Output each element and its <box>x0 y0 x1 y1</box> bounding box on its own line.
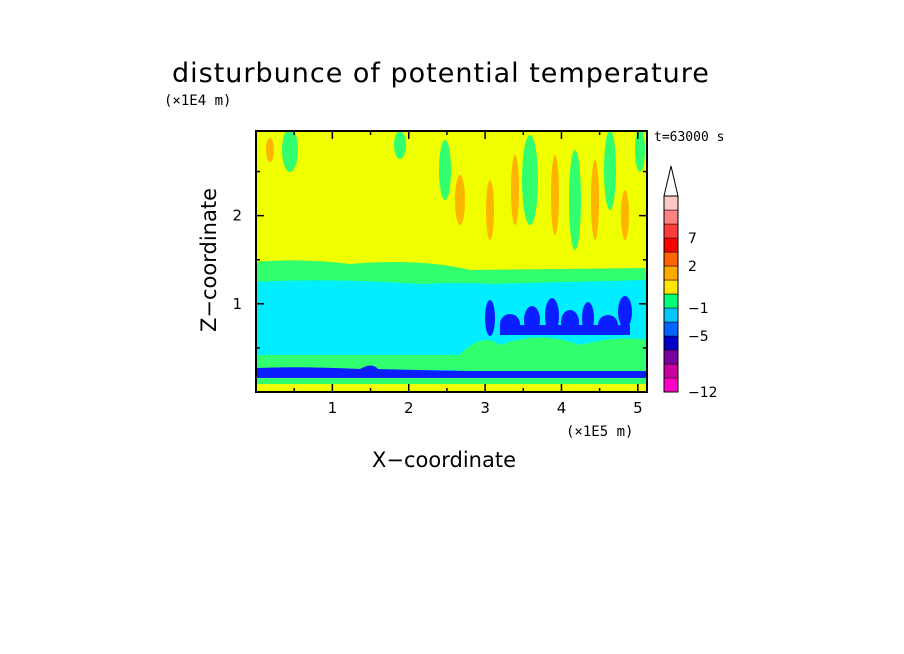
colorbar-swatch-9 <box>663 251 679 267</box>
colorbar-swatch-1 <box>663 363 679 379</box>
colorbar <box>663 165 679 393</box>
x-tick-labels: 1 2 3 4 5 <box>328 399 643 417</box>
colorbar-label-1: −5 <box>688 329 709 345</box>
x-tick-label-4: 4 <box>557 399 567 417</box>
x-tick-label-5: 5 <box>633 399 643 417</box>
plot-area <box>256 131 647 392</box>
y-ticks <box>256 170 647 349</box>
upper-green-streaks <box>282 131 645 250</box>
y-axis-unit: (×1E4 m) <box>164 93 232 109</box>
colorbar-swatch-12 <box>663 209 679 225</box>
field-bottom-green-2 <box>256 378 647 384</box>
colorbar-swatch-8 <box>663 265 679 281</box>
chart-title: disturbunce of potential temperature <box>172 58 710 89</box>
colorbar-swatch-4 <box>663 321 679 337</box>
colorbar-label-3: 2 <box>688 259 697 275</box>
x-axis-label: X−coordinate <box>372 448 516 472</box>
colorbar-label-0: −12 <box>688 385 718 401</box>
colorbar-labels: −12−5−127 <box>688 231 718 401</box>
colorbar-swatch-3 <box>663 335 679 351</box>
y-tick-labels: 12 <box>232 207 242 313</box>
colorbar-frame <box>663 195 679 393</box>
blue-eddies <box>485 296 632 336</box>
x-ticks <box>293 131 639 392</box>
plot-frame <box>255 130 648 393</box>
field-bottom-green <box>256 355 647 370</box>
x-tick-label-2: 2 <box>404 399 414 417</box>
colorbar-swatch-13 <box>663 195 679 211</box>
upper-orange-streaks <box>266 138 629 240</box>
colorbar-swatch-5 <box>663 307 679 323</box>
y-tick-label-1: 1 <box>232 295 242 313</box>
colorbar-swatch-11 <box>663 223 679 239</box>
colorbar-extend-arrow <box>663 165 679 197</box>
x-tick-label-1: 1 <box>328 399 338 417</box>
colorbar-swatch-6 <box>663 293 679 309</box>
field-blue-layer <box>256 365 647 378</box>
y-axis-label: Z−coordinate <box>197 188 221 332</box>
field-bottom-yellow <box>256 384 647 392</box>
colorbar-swatch-7 <box>663 279 679 295</box>
colorbar-swatch-2 <box>663 349 679 365</box>
colorbar-swatch-10 <box>663 237 679 253</box>
colorbar-label-2: −1 <box>688 301 709 317</box>
colorbar-label-4: 7 <box>688 231 697 247</box>
colorbar-swatch-0 <box>663 377 679 393</box>
y-tick-label-2: 2 <box>232 207 242 225</box>
timestamp-label: t=63000 s <box>654 130 725 145</box>
x-axis-unit: (×1E5 m) <box>566 424 634 440</box>
x-tick-label-3: 3 <box>480 399 490 417</box>
